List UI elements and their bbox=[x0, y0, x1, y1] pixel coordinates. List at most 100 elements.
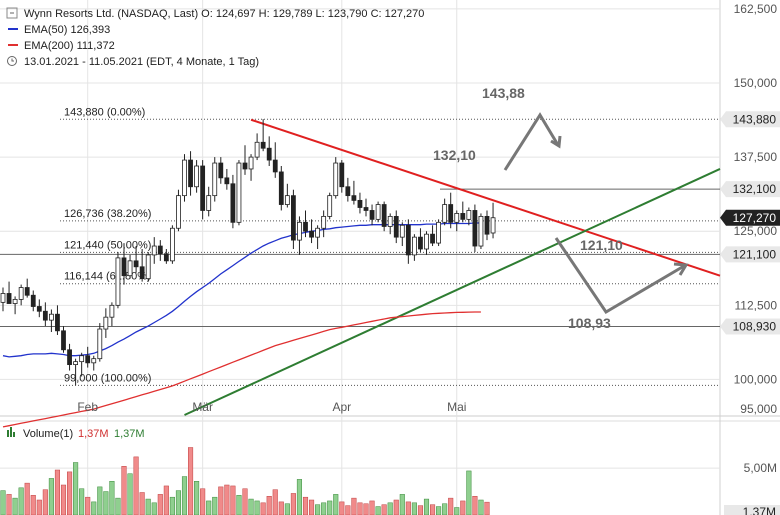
fib-label: 126,736 (38.20%) bbox=[64, 208, 151, 220]
volume-bar bbox=[327, 500, 333, 515]
candle-body bbox=[194, 165, 200, 188]
candle-body bbox=[448, 204, 454, 223]
volume-bar bbox=[97, 486, 103, 515]
y-tick-label: 137,500 bbox=[734, 150, 778, 164]
ema200-line bbox=[2, 311, 481, 428]
candle-body bbox=[55, 313, 60, 332]
candle-body bbox=[42, 310, 48, 321]
volume-bar bbox=[478, 499, 484, 515]
volume-bar bbox=[230, 485, 236, 515]
volume-bar bbox=[12, 497, 18, 515]
x-tick-label: Mai bbox=[447, 400, 466, 414]
candle-body bbox=[91, 358, 97, 364]
volume-header: Volume(1) 1,37M 1,37M bbox=[7, 427, 145, 440]
scenario-arrows: 143,88 132,10 121,10 108,93 bbox=[433, 85, 689, 331]
volume-bar bbox=[399, 494, 405, 515]
volume-bar bbox=[375, 506, 381, 515]
volume-bar bbox=[115, 497, 121, 515]
chart-header: Wynn Resorts Ltd. (NASDAQ, Last) O: 124,… bbox=[6, 7, 424, 68]
volume-panel-top bbox=[0, 420, 780, 422]
volume-bar bbox=[36, 499, 42, 515]
volume-bar bbox=[339, 501, 345, 515]
candle-body bbox=[363, 207, 369, 211]
candle-body bbox=[472, 210, 478, 247]
volume-bar bbox=[18, 487, 24, 515]
title-line: Wynn Resorts Ltd. (NASDAQ, Last) O: 124,… bbox=[24, 8, 424, 20]
candle-body bbox=[97, 328, 103, 360]
candle-body bbox=[333, 162, 339, 197]
volume-bar bbox=[181, 476, 188, 515]
candle-body bbox=[490, 217, 496, 234]
volume-bar bbox=[254, 500, 260, 515]
volume-bar bbox=[6, 494, 12, 515]
price-tag: 121,100 bbox=[733, 247, 777, 261]
candle-body bbox=[478, 215, 484, 247]
candle-body bbox=[254, 141, 260, 158]
candle-body bbox=[79, 355, 85, 363]
candle-body bbox=[418, 236, 423, 250]
price-tags: 1,37M 143,880 132,100 127,270 121,100 108,930 bbox=[720, 111, 780, 515]
y-tick-label: 125,000 bbox=[734, 224, 778, 238]
candle-body bbox=[145, 254, 151, 280]
volume-bar bbox=[423, 498, 430, 515]
annotation-143: 143,88 bbox=[482, 85, 525, 101]
y-axis: 162,500 150,000 137,500 125,000 112,500 100,0… bbox=[734, 2, 778, 475]
candle-body bbox=[339, 162, 345, 188]
volume-bar bbox=[345, 505, 351, 515]
candle-body bbox=[188, 159, 193, 188]
volume-bar bbox=[79, 488, 85, 515]
candle-body bbox=[393, 215, 399, 238]
bull-scenario-arrow bbox=[503, 112, 560, 171]
candle-body bbox=[212, 162, 218, 197]
candle-body bbox=[0, 293, 6, 303]
candle-body bbox=[206, 195, 212, 211]
volume-bar bbox=[363, 503, 369, 515]
candle-body bbox=[200, 165, 206, 211]
volume-bar bbox=[484, 501, 490, 515]
candle-body bbox=[303, 221, 308, 232]
x-tick-label: Feb bbox=[77, 400, 98, 414]
price-tag-bg bbox=[720, 111, 780, 128]
x-axis: Feb Mär Apr Mai bbox=[77, 400, 466, 414]
fib-label: 121,440 (50.00%) bbox=[64, 239, 151, 251]
volume-bar bbox=[448, 497, 454, 515]
candle-body bbox=[309, 230, 314, 238]
candle-body bbox=[460, 213, 466, 220]
volume-bar bbox=[42, 489, 48, 515]
candle-body bbox=[466, 210, 472, 220]
candle-body bbox=[163, 253, 169, 262]
annotation-108: 108,93 bbox=[568, 315, 611, 331]
fib-label: 99,000 (100.00%) bbox=[64, 372, 151, 384]
annotation-132: 132,10 bbox=[433, 147, 476, 163]
candle-body bbox=[454, 213, 460, 223]
fib-label: 143,880 (0.00%) bbox=[64, 106, 145, 118]
y-tick-label: 100,000 bbox=[734, 372, 778, 386]
candle-body bbox=[67, 349, 72, 366]
bear-arrow-head bbox=[673, 262, 689, 276]
candle-body bbox=[381, 204, 387, 227]
volume-bar bbox=[411, 502, 417, 515]
volume-bar bbox=[387, 502, 393, 515]
price-tag: 127,270 bbox=[733, 211, 777, 225]
volume-label: Volume(1) bbox=[23, 428, 73, 440]
volume-bars bbox=[0, 447, 490, 515]
clock-icon bbox=[7, 56, 17, 66]
clock-icon-hands bbox=[11, 58, 14, 62]
candle-body bbox=[12, 298, 18, 304]
volume-bar bbox=[91, 501, 97, 515]
ema200-legend: EMA(200) 111,372 bbox=[24, 40, 115, 52]
volume-bar bbox=[163, 485, 169, 515]
collapse-icon[interactable] bbox=[6, 7, 18, 19]
candle-body bbox=[260, 141, 266, 149]
volume-bar bbox=[430, 504, 436, 515]
candle-body bbox=[169, 227, 175, 262]
uptrend-line bbox=[184, 168, 721, 416]
y-tick-label: 162,500 bbox=[734, 2, 778, 16]
candle-body bbox=[24, 287, 30, 296]
candle-body bbox=[430, 233, 435, 244]
candle-body bbox=[182, 159, 187, 197]
volume-bar bbox=[127, 473, 133, 515]
